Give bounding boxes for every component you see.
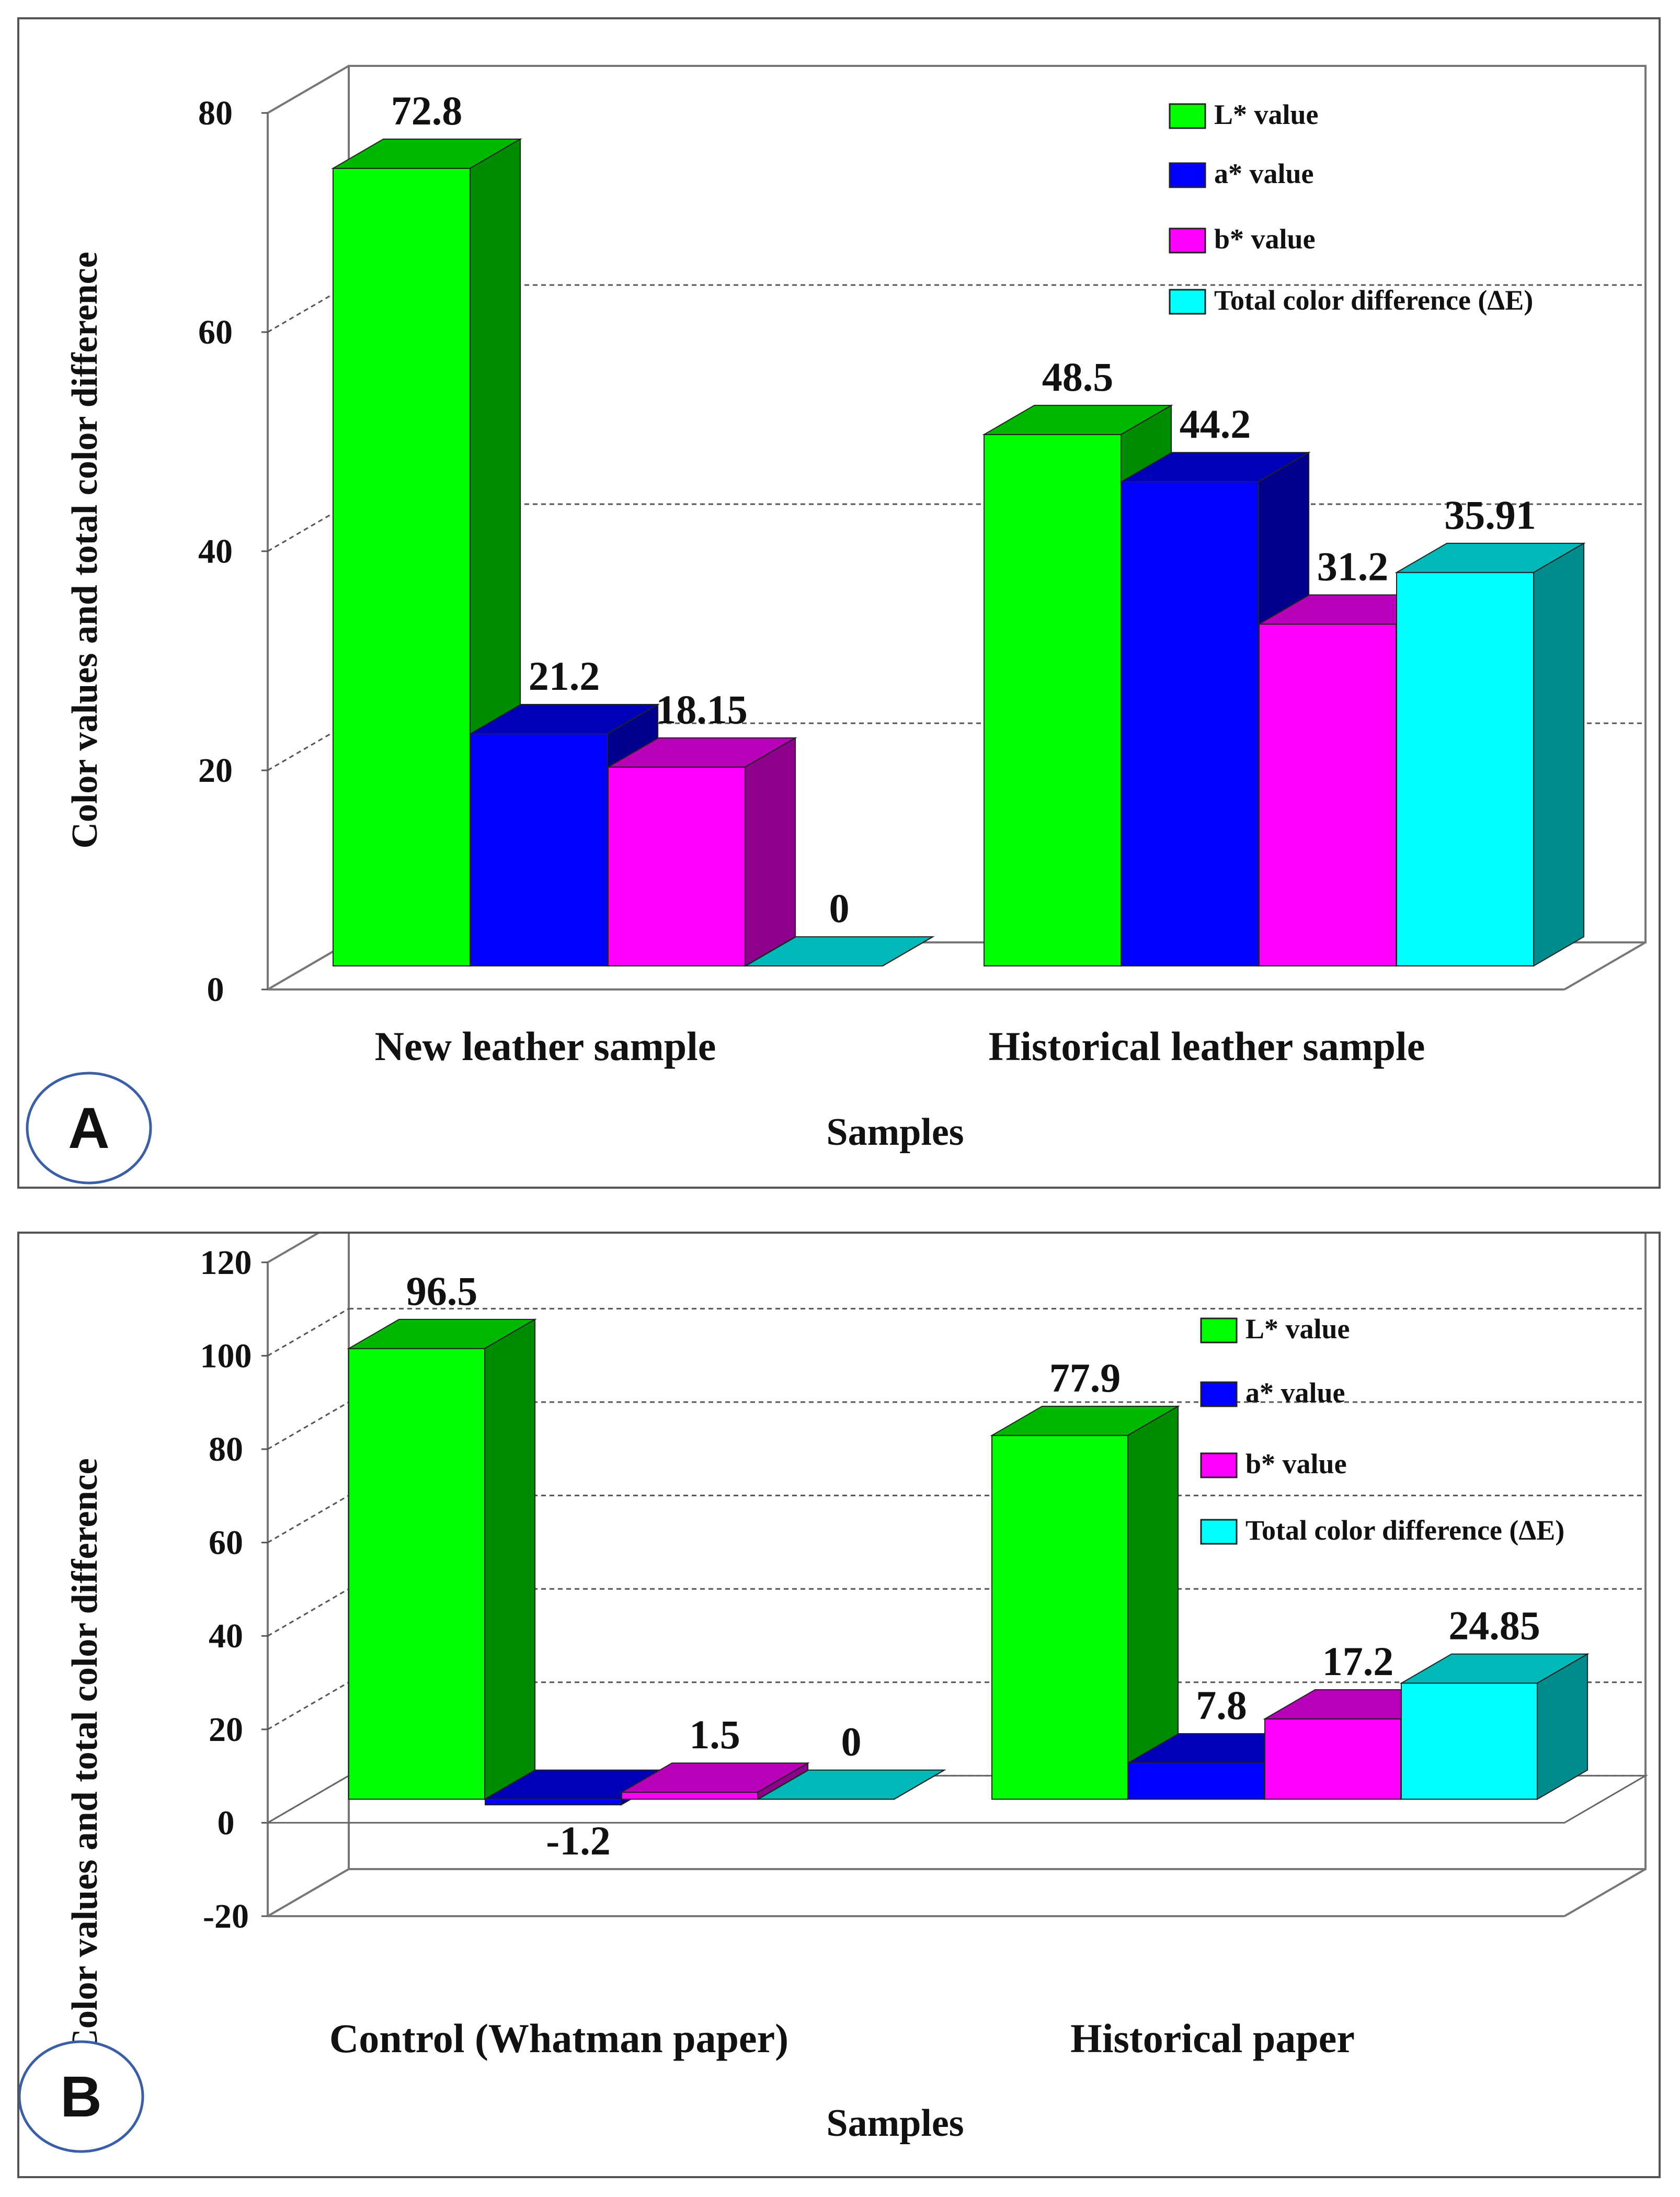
chart-a-side-top-edge [267, 65, 350, 114]
chart-b-y-tick-label: -20 [203, 1897, 249, 1936]
chart-b-side-bottom-edge [267, 1868, 350, 1917]
chart-a-y-axis-title: Color values and total color difference [65, 252, 105, 848]
chart-a-bar-2-series-1 [984, 434, 1122, 966]
chart-panel-a: 0 20 40 60 80 72.8 48.5 21.2 44.2 18.15 31.2 0 35.91… [17, 17, 1661, 1189]
chart-a-bar-1-series-1 [333, 167, 471, 967]
chart-b-legend-label-3: b* value [1245, 1448, 1347, 1479]
chart-panel-b: -20 0 20 40 60 80 100 120 96.5 77.9 -1.2 7.8 1.5 17.2… [17, 1232, 1661, 2178]
chart-b-bar-2-series-2-value-label: 7.8 [1196, 1682, 1247, 1728]
chart-a-legend-swatch-4 [1169, 289, 1206, 315]
chart-b-bar-1-series-1-side [484, 1318, 536, 1801]
chart-b-y-tick-label: 40 [209, 1617, 243, 1655]
chart-b-side-gridline [267, 1401, 349, 1450]
chart-b-bar-2-series-2 [1128, 1762, 1265, 1800]
chart-b-bar-2-series-4-side [1537, 1653, 1588, 1801]
chart-b-bar-2-series-1 [991, 1435, 1128, 1800]
chart-a-legend-label-2: a* value [1214, 158, 1314, 189]
chart-b-legend-label-4: Total color difference (ΔE) [1245, 1515, 1564, 1546]
chart-b-side-gridline [267, 1308, 349, 1357]
chart-a-category-label-1: New leather sample [375, 1023, 716, 1069]
chart-b-y-tick-label: 60 [209, 1524, 243, 1562]
chart-b-bar-1-series-1-value-label: 96.5 [406, 1268, 478, 1314]
chart-b-legend-label-2: a* value [1245, 1377, 1345, 1408]
panel-a-badge-letter: A [68, 1096, 109, 1160]
chart-a-floor-right-edge [1563, 941, 1647, 991]
chart-a-bar-1-series-3 [608, 766, 746, 966]
chart-b-y-tick-label: 100 [200, 1337, 252, 1375]
chart-b-bar-2-series-3 [1264, 1718, 1401, 1800]
chart-a-legend-label-4: Total color difference (ΔE) [1214, 284, 1533, 316]
chart-a-bar-2-series-2 [1121, 481, 1259, 966]
chart-b-bar-1-series-2 [485, 1798, 622, 1806]
chart-b-bar-1-series-2-value-label: -1.2 [546, 1818, 610, 1863]
panel-a-badge-circle [26, 1072, 152, 1185]
chart-b-y-tick-label: 80 [209, 1430, 243, 1469]
chart-b-legend-swatch-3 [1200, 1452, 1238, 1478]
chart-a-bar-1-series-4-side [882, 936, 933, 966]
chart-b-legend-swatch-2 [1200, 1381, 1238, 1407]
chart-a-bar-1-series-3-value-label: 18.15 [656, 687, 748, 732]
chart-a-category-label-2: Historical leather sample [989, 1023, 1425, 1069]
chart-b-bar-2-series-1-value-label: 77.9 [1049, 1355, 1121, 1401]
chart-b-category-label-1: Control (Whatman paper) [329, 2016, 788, 2061]
chart-b-y-tick-label: 120 [200, 1244, 252, 1282]
chart-a-bar-2-series-1-value-label: 48.5 [1042, 354, 1114, 400]
chart-b-side-top-edge [267, 1234, 319, 1263]
chart-a-svg: 0 20 40 60 80 72.8 48.5 21.2 44.2 18.15 31.2 0 35.91… [26, 65, 1647, 1185]
chart-b-bar-2-series-4-value-label: 24.85 [1448, 1603, 1540, 1648]
chart-a-bar-1-series-3-side [745, 737, 796, 967]
panel-b-badge-letter: B [60, 2065, 101, 2129]
chart-b-y-axis-title: Color values and total color difference [65, 1458, 105, 2055]
chart-a-y-tick-label: 40 [198, 532, 233, 571]
chart-b-bar-2-series-3-value-label: 17.2 [1322, 1638, 1394, 1684]
chart-a-bar-2-series-3 [1259, 623, 1397, 966]
chart-a-y-tick-label: 0 [207, 971, 224, 1009]
chart-a-bar-1-series-1-value-label: 72.8 [391, 88, 463, 133]
chart-a-legend-label-3: b* value [1214, 223, 1316, 255]
chart-b-side-gridline [267, 1495, 349, 1543]
chart-a-bar-2-series-3-value-label: 31.2 [1317, 544, 1389, 589]
chart-a-legend-swatch-3 [1169, 227, 1206, 254]
chart-b-legend-swatch-1 [1200, 1317, 1238, 1344]
chart-b-bar-2-series-4 [1401, 1682, 1538, 1800]
chart-a-legend-swatch-2 [1169, 162, 1206, 188]
chart-b-y-tick-label: 20 [209, 1711, 243, 1749]
chart-a-bar-2-series-4 [1396, 572, 1534, 967]
chart-b-floor-right-edge [1563, 1868, 1647, 1917]
chart-a-bar-2-series-4-side [1533, 542, 1585, 967]
chart-a-bar-1-series-2 [470, 733, 608, 966]
chart-a-legend-swatch-1 [1169, 103, 1206, 129]
chart-b-y-tick-label: 0 [218, 1804, 235, 1842]
chart-b-bar-1-series-4-value-label: 0 [841, 1719, 862, 1765]
chart-b-side-gridline [267, 1588, 349, 1637]
chart-a-y-tick-label: 80 [198, 94, 233, 132]
chart-a-y-tick-label: 20 [198, 752, 233, 790]
chart-a-legend-label-1: L* value [1214, 99, 1319, 130]
chart-b-bar-1-series-3-value-label: 1.5 [689, 1712, 740, 1757]
chart-a-bar-1-series-4-value-label: 0 [829, 885, 850, 931]
chart-a-bar-2-series-4-value-label: 35.91 [1444, 492, 1536, 538]
chart-a-y-tick-label: 60 [198, 313, 233, 351]
chart-b-zero-plane [265, 1774, 1649, 1824]
chart-b-svg: -20 0 20 40 60 80 100 120 96.5 77.9 -1.2 7.8 1.5 17.2… [19, 1234, 1649, 2153]
panel-b-badge-circle [19, 2040, 144, 2153]
chart-b-category-label-2: Historical paper [1070, 2016, 1355, 2061]
chart-b-side-gridline [267, 1681, 349, 1731]
chart-a-x-axis-title: Samples [826, 1111, 964, 1154]
chart-a-bar-2-series-2-value-label: 44.2 [1180, 401, 1251, 447]
chart-b-bar-1-series-1 [348, 1348, 485, 1800]
chart-b-legend-label-1: L* value [1245, 1313, 1350, 1345]
chart-b-x-axis-title: Samples [826, 2102, 964, 2145]
chart-b-legend-swatch-4 [1200, 1519, 1238, 1545]
chart-b-bar-1-series-4-side [894, 1769, 945, 1800]
chart-a-bar-1-series-2-value-label: 21.2 [529, 653, 600, 699]
chart-b-bar-1-series-3 [621, 1792, 758, 1800]
